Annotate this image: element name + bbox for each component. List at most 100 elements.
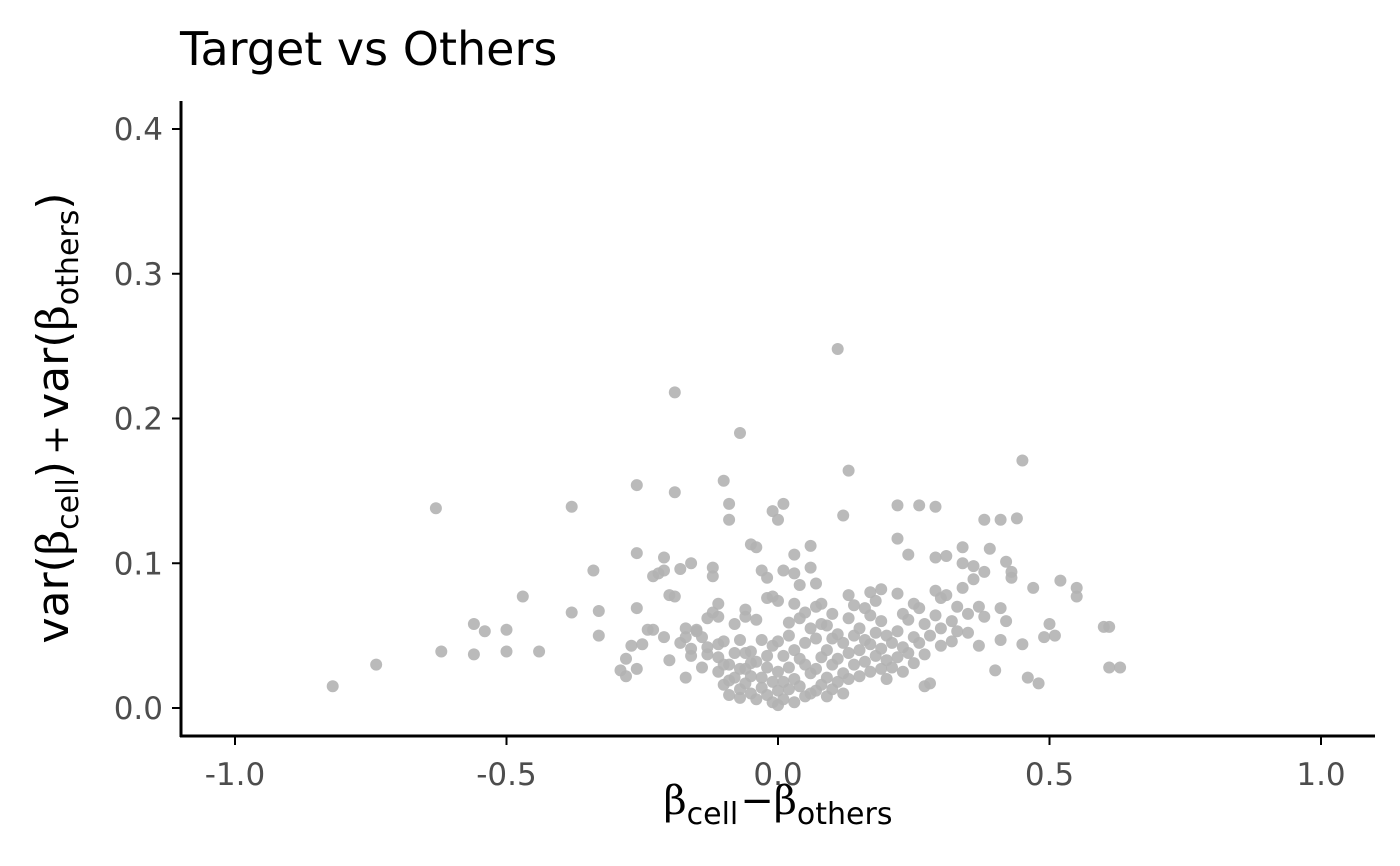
data-point xyxy=(1038,631,1051,644)
y-axis-plus: + xyxy=(36,425,77,455)
data-point xyxy=(940,550,953,562)
data-point xyxy=(1070,581,1083,594)
data-point xyxy=(799,636,812,649)
data-point xyxy=(951,625,964,638)
data-point xyxy=(755,671,768,684)
data-point xyxy=(864,586,877,599)
data-point xyxy=(956,581,969,594)
data-point xyxy=(723,497,736,510)
data-point xyxy=(668,590,681,603)
y-axis-sub-2: others xyxy=(51,210,86,306)
data-point xyxy=(782,683,795,696)
data-point xyxy=(712,610,725,623)
data-point xyxy=(685,649,698,662)
data-point xyxy=(934,622,947,635)
data-point xyxy=(326,680,339,693)
data-point xyxy=(902,548,915,561)
data-point xyxy=(734,634,746,646)
data-point xyxy=(679,671,692,684)
data-point xyxy=(500,645,513,658)
data-point xyxy=(913,636,926,649)
data-point xyxy=(717,474,730,487)
data-point xyxy=(1027,581,1040,594)
data-point xyxy=(1070,590,1083,603)
x-axis-sub-2: others xyxy=(797,797,893,832)
data-point xyxy=(1032,677,1045,690)
data-point xyxy=(978,565,991,578)
data-point xyxy=(728,647,741,659)
data-point xyxy=(940,589,953,602)
data-point xyxy=(826,607,839,620)
data-point xyxy=(755,634,768,646)
data-point xyxy=(750,655,763,668)
data-point xyxy=(772,665,784,678)
data-point xyxy=(929,551,942,564)
data-point xyxy=(853,644,866,657)
data-point xyxy=(891,587,904,600)
data-point xyxy=(788,597,801,610)
data-point xyxy=(782,661,795,674)
data-point xyxy=(788,567,801,580)
data-point xyxy=(951,600,964,613)
data-point xyxy=(630,662,643,675)
y-tick-label: 0.1 xyxy=(114,546,163,582)
data-point xyxy=(810,632,822,645)
data-point xyxy=(842,673,855,685)
data-point xyxy=(766,675,779,688)
data-point xyxy=(891,625,904,638)
data-point xyxy=(853,670,866,683)
data-point xyxy=(706,570,719,583)
data-point xyxy=(1016,454,1029,467)
data-point xyxy=(766,505,779,518)
data-point xyxy=(804,561,817,574)
data-point xyxy=(1043,618,1056,630)
x-tick-label: 0.0 xyxy=(753,757,802,793)
data-point xyxy=(772,635,784,648)
x-tick-label: -0.5 xyxy=(476,757,537,793)
data-point xyxy=(587,564,600,577)
x-axis-sub-1: cell xyxy=(687,797,739,832)
data-point xyxy=(793,680,806,693)
data-point xyxy=(1103,620,1116,633)
data-point xyxy=(978,610,991,623)
x-tick-label: -1.0 xyxy=(205,757,266,793)
points-layer xyxy=(326,343,1127,712)
data-point xyxy=(467,648,480,661)
data-point xyxy=(723,658,736,671)
data-point xyxy=(815,597,828,610)
data-point xyxy=(810,577,822,590)
data-point xyxy=(668,486,681,499)
data-point xyxy=(772,594,784,607)
data-point xyxy=(945,635,958,648)
data-point xyxy=(875,615,888,628)
data-point xyxy=(782,616,795,629)
data-point xyxy=(880,673,893,685)
data-point xyxy=(799,658,812,671)
data-point xyxy=(1048,629,1061,642)
data-point xyxy=(956,541,969,554)
data-point xyxy=(500,623,513,636)
data-point xyxy=(739,610,752,623)
data-point xyxy=(723,513,736,526)
data-point xyxy=(978,513,991,526)
y-axis-symbol-1: β xyxy=(28,530,79,555)
data-point xyxy=(620,670,632,683)
data-point xyxy=(1103,661,1116,674)
data-point xyxy=(994,513,1007,526)
data-point xyxy=(842,589,855,602)
data-point xyxy=(864,609,877,622)
data-point xyxy=(744,670,757,683)
data-point xyxy=(831,343,844,355)
data-point xyxy=(902,613,915,626)
x-tick-label: 0.5 xyxy=(1025,757,1074,793)
data-point xyxy=(891,499,904,512)
data-point xyxy=(934,639,947,652)
data-point xyxy=(972,600,985,613)
data-point xyxy=(658,551,670,564)
data-point xyxy=(1021,671,1034,684)
data-point xyxy=(777,693,790,706)
data-point xyxy=(886,661,898,674)
y-ticks: 0.0 0.1 0.2 0.3 0.4 xyxy=(114,112,181,727)
y-axis-func-2: var xyxy=(28,347,79,419)
data-point xyxy=(837,636,850,649)
